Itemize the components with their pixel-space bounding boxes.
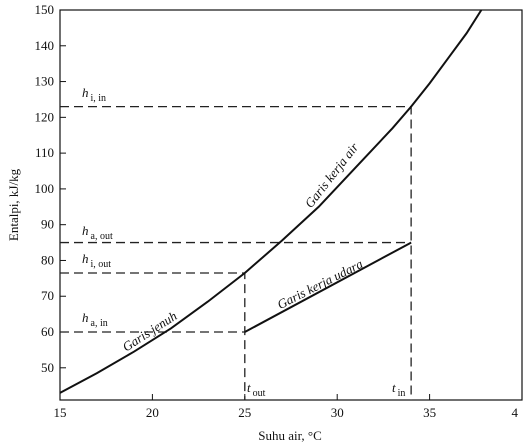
x-tick-label: 30 (331, 405, 344, 420)
annotation: t out (247, 380, 266, 399)
y-tick-label: 100 (35, 181, 55, 196)
x-tick-label: 4 (512, 405, 519, 420)
annotation: h i, out (82, 251, 111, 270)
x-tick-label: 25 (238, 405, 251, 420)
annotation: h a, in (82, 310, 108, 329)
curve (244, 241, 412, 333)
annotation-symbol: h (82, 85, 89, 100)
curve (59, 9, 483, 394)
series-label: Garis kerja udara (275, 256, 366, 312)
y-tick-label: 150 (35, 2, 55, 17)
plot-frame (59, 9, 523, 401)
y-tick-label: 70 (41, 288, 54, 303)
annotation-subscript: i, in (91, 93, 107, 104)
annotation: h a, out (82, 223, 113, 242)
annotation: h i, in (82, 85, 106, 104)
annotation-symbol: t (247, 380, 251, 395)
y-tick-label: 90 (41, 217, 54, 232)
annotation-subscript: a, out (91, 231, 113, 242)
annotation-subscript: a, in (91, 318, 108, 329)
y-axis-label: Entalpi, kJ/kg (6, 168, 21, 241)
y-tick-label: 110 (35, 145, 54, 160)
annotation-symbol: h (82, 223, 89, 238)
x-tick-label: 35 (423, 405, 436, 420)
y-tick-label: 80 (41, 252, 54, 267)
y-tick-label: 130 (35, 74, 55, 89)
annotation-subscript: in (398, 388, 406, 399)
x-tick-label: 20 (146, 405, 159, 420)
annotation: t in (392, 380, 405, 399)
y-tick-label: 50 (41, 360, 54, 375)
annotation-symbol: t (392, 380, 396, 395)
x-axis-label: Suhu air, °C (258, 428, 322, 443)
series-label: Garis jenuh (120, 308, 180, 354)
y-tick-label: 60 (41, 324, 54, 339)
x-tick-label: 15 (54, 405, 67, 420)
curve-label: Garis kerja air (302, 139, 362, 210)
annotation-subscript: i, out (91, 259, 112, 270)
annotation-symbol: h (82, 251, 89, 266)
annotation-subscript: out (253, 388, 266, 399)
y-tick-label: 120 (35, 109, 55, 124)
y-tick-label: 140 (35, 38, 55, 53)
annotation-symbol: h (82, 310, 89, 325)
